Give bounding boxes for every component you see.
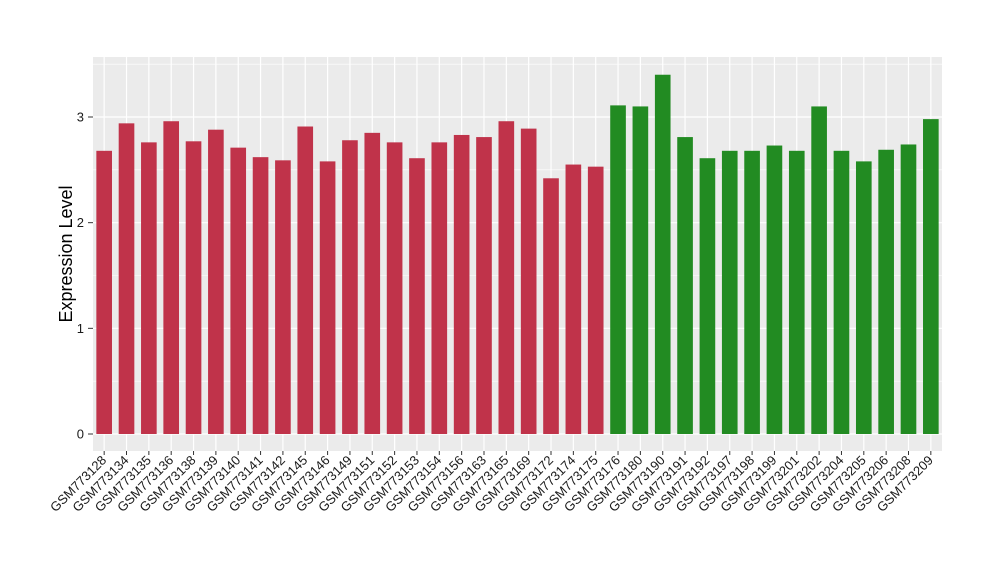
- bar-GSM773174: [565, 164, 582, 435]
- bar-GSM773139: [208, 129, 224, 434]
- bar-GSM773135: [141, 142, 157, 435]
- bar-GSM773175: [587, 166, 604, 434]
- bar-GSM773136: [163, 121, 180, 434]
- bar-GSM773149: [342, 140, 358, 434]
- bar-GSM773154: [431, 142, 448, 435]
- bar-GSM773138: [185, 141, 202, 434]
- bar-GSM773152: [386, 142, 403, 435]
- y-axis-title: Expression Level: [56, 185, 76, 322]
- bar-GSM773190: [654, 74, 671, 434]
- bar-GSM773197: [721, 150, 738, 434]
- bar-GSM773202: [811, 106, 827, 434]
- bar-GSM773204: [833, 150, 850, 434]
- bars: [96, 74, 939, 435]
- bar-GSM773145: [297, 126, 314, 434]
- y-axis: 0 1 2 3: [77, 110, 93, 442]
- bar-GSM773198: [744, 150, 760, 434]
- bar-GSM773141: [252, 157, 269, 435]
- bar-GSM773156: [453, 134, 470, 435]
- bar-GSM773201: [788, 150, 805, 434]
- bar-GSM773163: [476, 137, 492, 434]
- bar-GSM773172: [543, 178, 559, 434]
- bar-GSM773169: [520, 128, 537, 434]
- y-tick-label: 3: [77, 110, 84, 125]
- y-tick-label: 0: [77, 427, 84, 442]
- bar-GSM773205: [855, 161, 872, 434]
- bar-GSM773191: [677, 137, 693, 434]
- y-tick-label: 2: [77, 215, 84, 230]
- bar-GSM773208: [900, 144, 917, 434]
- bar-GSM773151: [364, 132, 381, 434]
- bar-GSM773180: [632, 106, 649, 434]
- bar-GSM773192: [699, 158, 716, 434]
- bar-GSM773142: [275, 160, 291, 434]
- x-axis: GSM773128GSM773134GSM773135GSM773136GSM7…: [47, 451, 936, 515]
- bar-GSM773176: [610, 105, 626, 435]
- bar-GSM773146: [319, 161, 336, 434]
- bar-GSM773165: [498, 121, 515, 434]
- y-tick-label: 1: [77, 321, 84, 336]
- bar-GSM773209: [923, 119, 939, 434]
- bar-GSM773153: [409, 158, 425, 434]
- bar-GSM773128: [96, 150, 112, 434]
- bar-GSM773199: [766, 145, 783, 434]
- bar-GSM773134: [118, 123, 135, 434]
- bar-GSM773140: [230, 147, 247, 435]
- bar-GSM773206: [878, 149, 894, 435]
